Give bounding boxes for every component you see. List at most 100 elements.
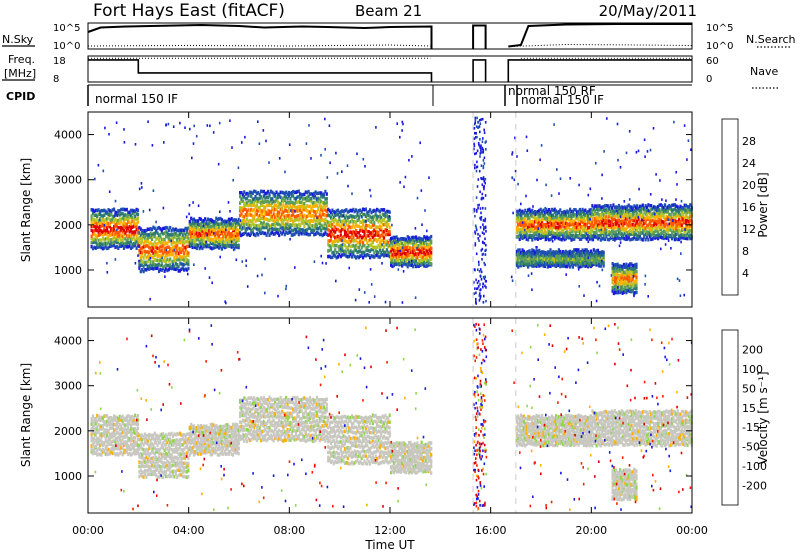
scatter-cell: [206, 243, 209, 248]
scatter-point: [578, 285, 580, 288]
scatter-cell: [336, 245, 340, 249]
scatter-cell: [264, 191, 267, 196]
scatter-cell: [246, 233, 249, 237]
scatter-cell: [159, 227, 162, 231]
scatter-cell: [276, 231, 279, 235]
scatter-cell: [363, 208, 366, 212]
scatter-cell: [216, 236, 219, 240]
scatter-cell: [321, 192, 324, 197]
scatter-cell: [271, 214, 274, 219]
scatter-cell: [307, 210, 310, 214]
scatter-cell: [599, 230, 602, 234]
scatter-cell: [251, 230, 254, 234]
scatter-cell: [261, 203, 264, 207]
scatter-cell: [624, 221, 628, 225]
scatter-cell: [324, 189, 327, 194]
scatter-cell: [185, 261, 189, 266]
scatter-point: [606, 117, 608, 120]
scatter-cell: [624, 213, 628, 218]
scatter-cell: [296, 209, 299, 213]
scatter-cell: [608, 215, 611, 219]
scatter-cell: [187, 226, 190, 230]
scatter-cell: [387, 250, 390, 255]
scatter-point: [227, 201, 230, 204]
scatter-cell: [208, 225, 211, 229]
scatter-cell: [633, 211, 636, 216]
scatter-cell: [603, 231, 607, 236]
scatter-cell: [408, 240, 411, 245]
scatter-cell: [170, 233, 173, 237]
scatter-cell: [191, 224, 194, 228]
scatter-cell: [396, 255, 400, 259]
scatter-cell: [220, 231, 223, 236]
scatter-cell: [522, 230, 525, 235]
scatter-cell: [381, 222, 384, 227]
scatter-cell: [183, 241, 186, 245]
scatter-cell: [265, 199, 268, 204]
scatter-point: [138, 187, 141, 191]
scatter-cell: [338, 236, 341, 240]
scatter-cell: [350, 230, 354, 235]
scatter-cell: [202, 238, 205, 242]
scatter-cell: [388, 250, 391, 255]
scatter-cell: [215, 216, 218, 221]
scatter-cell: [306, 232, 309, 236]
scatter-point: [653, 212, 656, 216]
scatter-cell: [571, 209, 574, 213]
scatter-cell: [251, 208, 254, 213]
scatter-cell: [414, 235, 418, 239]
scatter-point: [262, 129, 265, 132]
scatter-point: [265, 139, 267, 143]
scatter-cell: [335, 222, 338, 227]
scatter-point: [481, 192, 484, 196]
scatter-point: [321, 261, 324, 265]
scatter-cell: [243, 222, 246, 227]
scatter-cell: [222, 219, 225, 224]
scatter-cell: [241, 221, 244, 226]
scatter-cell: [296, 200, 299, 205]
scatter-cell: [226, 231, 229, 235]
scatter-cell: [334, 230, 337, 234]
scatter-cell: [634, 219, 637, 224]
scatter-cell: [195, 221, 198, 226]
scatter-cell: [556, 218, 559, 222]
scatter-cell: [394, 259, 397, 263]
scatter-cell: [107, 208, 110, 212]
scatter-cell: [178, 258, 182, 262]
scatter-cell: [398, 262, 401, 266]
scatter-cell: [582, 215, 586, 220]
scatter-cell: [275, 196, 278, 200]
scatter-cell: [234, 240, 237, 244]
scatter-cell: [359, 229, 362, 233]
scatter-cell: [180, 257, 183, 262]
scatter-point: [623, 200, 626, 203]
scatter-cell: [262, 208, 265, 212]
scatter-cell: [244, 192, 247, 196]
scatter-cell: [626, 225, 629, 230]
scatter-cell: [313, 232, 316, 237]
scatter-cell: [118, 243, 121, 247]
scatter-cell: [322, 194, 326, 199]
cpid-label: CPID: [6, 90, 35, 103]
scatter-cell: [90, 234, 93, 239]
scatter-cell: [406, 251, 409, 255]
scatter-cell: [409, 237, 412, 242]
scatter-cell: [283, 232, 286, 237]
scatter-cell: [524, 230, 527, 234]
scatter-cell: [167, 267, 170, 272]
scatter-cell: [139, 258, 142, 263]
scatter-cell: [166, 268, 169, 273]
scatter-point: [619, 215, 622, 219]
scatter-cell: [423, 264, 426, 268]
scatter-cell: [145, 262, 148, 267]
scatter-cell: [184, 267, 187, 271]
scatter-point: [285, 284, 288, 288]
scatter-cell: [120, 228, 123, 232]
scatter-cell: [310, 199, 313, 204]
scatter-cell: [324, 231, 327, 235]
scatter-cell: [164, 225, 168, 230]
scatter-cell: [321, 212, 324, 217]
scatter-cell: [152, 260, 155, 264]
scatter-cell: [247, 192, 250, 196]
scatter-cell: [216, 217, 219, 222]
